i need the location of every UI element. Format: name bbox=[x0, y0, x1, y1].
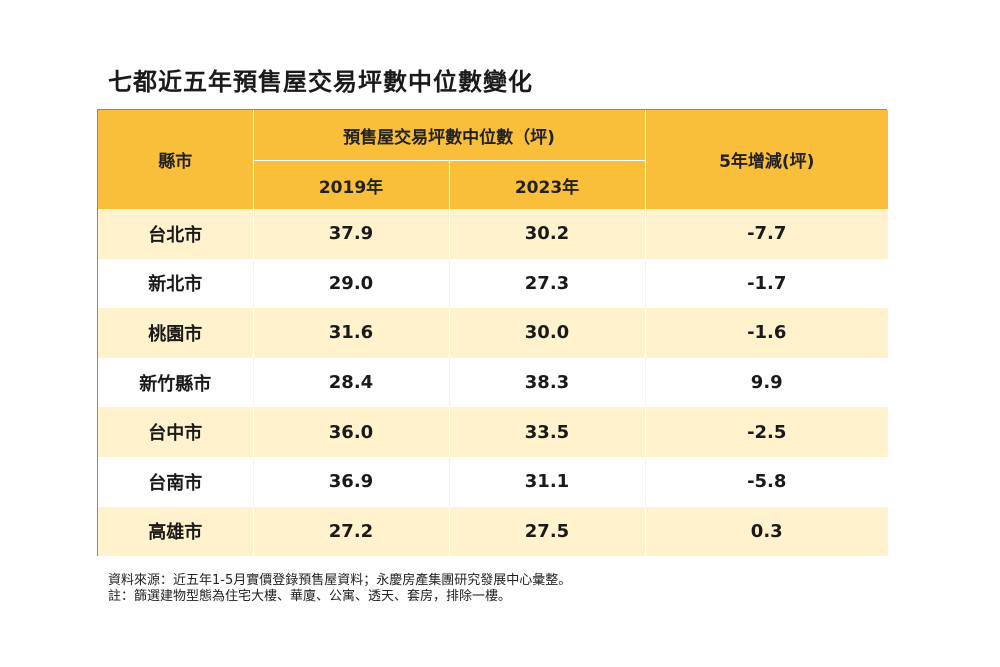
table-row: 台北市 37.9 30.2 -7.7 bbox=[98, 209, 888, 259]
header-year-2023: 2023年 bbox=[448, 160, 645, 209]
footnotes: 資料來源：近五年1-5月實價登錄預售屋資料；永慶房產集團研究發展中心彙整。 註：… bbox=[108, 573, 571, 605]
cell-2023: 27.3 bbox=[448, 258, 645, 309]
page-title: 七都近五年預售屋交易坪數中位數變化 bbox=[108, 68, 533, 96]
table-row: 桃園市 31.6 30.0 -1.6 bbox=[98, 308, 888, 358]
source-note: 資料來源：近五年1-5月實價登錄預售屋資料；永慶房產集團研究發展中心彙整。 bbox=[108, 573, 572, 588]
table-row: 新竹縣市 28.4 38.3 9.9 bbox=[98, 357, 888, 408]
cell-2019: 37.9 bbox=[252, 209, 449, 259]
table-row: 高雄市 27.2 27.5 0.3 bbox=[98, 506, 888, 557]
header-group: 預售屋交易坪數中位數（坪) bbox=[252, 110, 645, 161]
cell-2019: 36.9 bbox=[252, 456, 449, 507]
cell-2023: 30.2 bbox=[448, 209, 645, 259]
cell-change: -5.8 bbox=[644, 456, 888, 507]
cell-change: 9.9 bbox=[644, 357, 888, 408]
cell-2023: 38.3 bbox=[448, 357, 645, 408]
table-row: 新北市 29.0 27.3 -1.7 bbox=[98, 258, 888, 309]
cell-change: -1.7 bbox=[644, 258, 888, 309]
remark-note: 註：篩選建物型態為住宅大樓、華廈、公寓、透天、套房，排除一樓。 bbox=[108, 589, 512, 604]
cell-city: 新北市 bbox=[98, 258, 253, 309]
cell-2019: 28.4 bbox=[252, 357, 449, 408]
data-table-container: 縣市 預售屋交易坪數中位數（坪) 5年增減(坪) 2019年 2023年 台北市… bbox=[97, 109, 888, 557]
cell-city: 桃園市 bbox=[98, 308, 253, 358]
header-change: 5年增減(坪) bbox=[644, 110, 888, 209]
cell-city: 台中市 bbox=[98, 407, 253, 457]
data-table: 縣市 預售屋交易坪數中位數（坪) 5年增減(坪) 2019年 2023年 台北市… bbox=[98, 110, 888, 557]
cell-city: 新竹縣市 bbox=[98, 357, 253, 408]
cell-2023: 33.5 bbox=[448, 407, 645, 457]
cell-change: 0.3 bbox=[644, 506, 888, 557]
table-row: 台中市 36.0 33.5 -2.5 bbox=[98, 407, 888, 457]
cell-change: -2.5 bbox=[644, 407, 888, 457]
cell-2023: 31.1 bbox=[448, 456, 645, 507]
cell-2023: 27.5 bbox=[448, 506, 645, 557]
cell-2019: 31.6 bbox=[252, 308, 449, 358]
header-row-top: 縣市 預售屋交易坪數中位數（坪) 5年增減(坪) bbox=[98, 110, 888, 209]
cell-city: 台南市 bbox=[98, 456, 253, 507]
cell-city: 台北市 bbox=[98, 209, 253, 259]
cell-city: 高雄市 bbox=[98, 506, 253, 557]
cell-2019: 29.0 bbox=[252, 258, 449, 309]
header-row-bottom: 2019年 2023年 bbox=[98, 160, 888, 209]
header-year-2019: 2019年 bbox=[252, 160, 449, 209]
cell-2019: 36.0 bbox=[252, 407, 449, 457]
header-city: 縣市 bbox=[98, 110, 253, 209]
cell-change: -7.7 bbox=[644, 209, 888, 259]
cell-2019: 27.2 bbox=[252, 506, 449, 557]
cell-change: -1.6 bbox=[644, 308, 888, 358]
table-row: 台南市 36.9 31.1 -5.8 bbox=[98, 456, 888, 507]
cell-2023: 30.0 bbox=[448, 308, 645, 358]
